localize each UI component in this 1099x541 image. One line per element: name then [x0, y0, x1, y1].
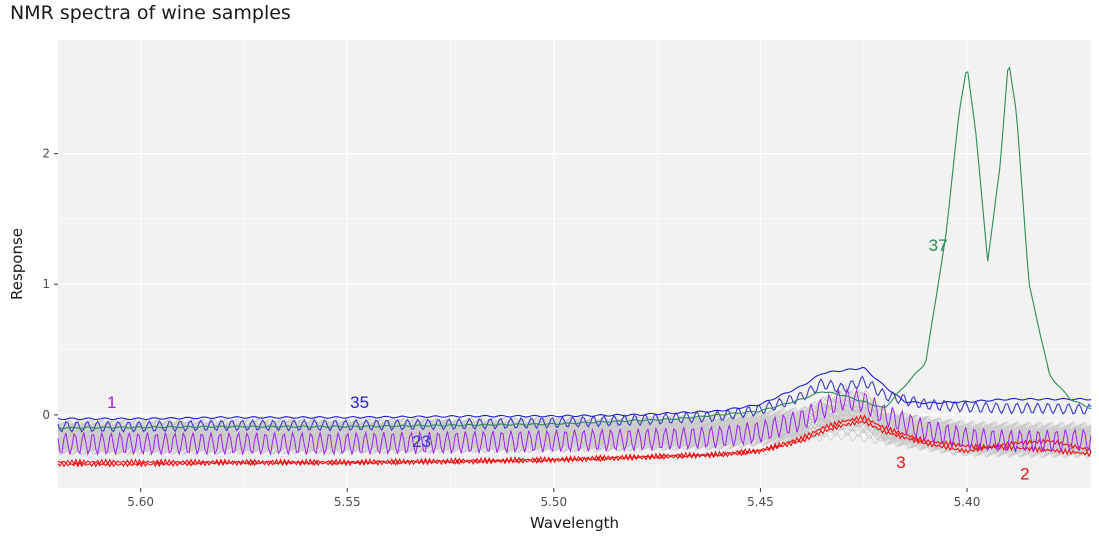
- y-tick-label: 2: [42, 147, 50, 161]
- series-label-37: 37: [929, 236, 948, 255]
- background-spectrum-line: [57, 403, 1091, 431]
- x-tick-label: 5.55: [334, 495, 361, 509]
- spectrum-line-23: [57, 375, 1092, 433]
- x-tick-label: 5.60: [127, 495, 154, 509]
- x-tick-label: 5.40: [954, 495, 981, 509]
- highlighted-spectra: [57, 66, 1092, 468]
- y-tick-label: 1: [42, 277, 50, 291]
- series-label-23: 23: [412, 432, 431, 451]
- series-label-35: 35: [350, 393, 369, 412]
- spectrum-line-35: [57, 366, 1092, 421]
- series-labels: 1 35 23 37 3 2: [107, 236, 1030, 484]
- y-axis-ticks: 0 1 2: [42, 147, 58, 422]
- chart-title: NMR spectra of wine samples: [10, 2, 291, 24]
- background-spectrum-line: [57, 422, 1092, 454]
- plot-background: [58, 40, 1091, 488]
- background-spectrum-line: [57, 413, 1092, 453]
- x-tick-label: 5.45: [747, 495, 774, 509]
- x-axis-ticks: 5.60 5.55 5.50 5.45 5.40: [127, 488, 980, 509]
- grid-lines: [58, 40, 1091, 488]
- spectrum-line-37: [57, 66, 1092, 430]
- background-spectrum-line: [57, 394, 1092, 439]
- background-spectrum-line: [57, 431, 1092, 459]
- series-label-2: 2: [1020, 465, 1029, 484]
- background-spectrum-line: [57, 422, 1092, 458]
- y-axis-title: Response: [8, 228, 26, 300]
- series-label-3: 3: [896, 453, 905, 472]
- spectrum-line-1: [57, 388, 1092, 457]
- y-tick-label: 0: [42, 408, 50, 422]
- series-label-1: 1: [107, 393, 116, 412]
- x-axis-title: Wavelength: [530, 514, 619, 532]
- x-tick-label: 5.50: [540, 495, 567, 509]
- spectrum-line-2: [57, 419, 1092, 468]
